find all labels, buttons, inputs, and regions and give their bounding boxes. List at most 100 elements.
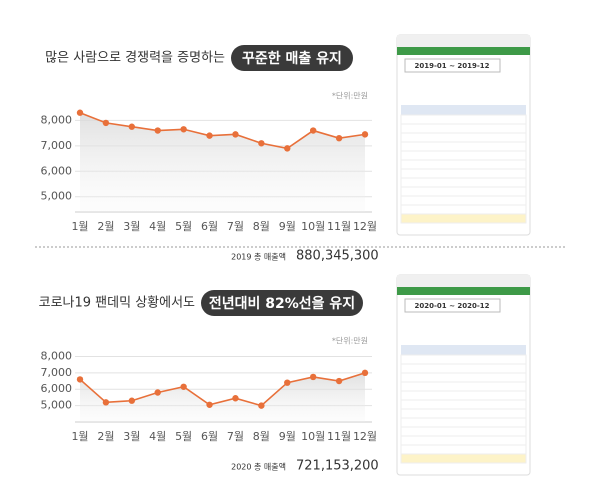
unit-note: *단위:만원 xyxy=(332,336,368,346)
x-tick-label: 11월 xyxy=(327,430,351,443)
point xyxy=(206,401,213,408)
x-tick-label: 6월 xyxy=(201,430,218,443)
total-value: 880,345,300 xyxy=(296,249,379,264)
point xyxy=(335,134,343,142)
total-label: 2019 총 매출액 xyxy=(231,252,286,262)
point xyxy=(154,127,161,134)
point xyxy=(258,402,265,409)
point xyxy=(154,389,161,396)
x-tick-label: 12월 xyxy=(353,220,377,233)
point xyxy=(180,126,187,133)
phone-table-head xyxy=(401,345,526,355)
phone-row xyxy=(400,399,527,410)
point xyxy=(76,376,84,383)
phone-row xyxy=(400,114,527,125)
phone-row xyxy=(400,453,527,464)
x-tick-label: 4월 xyxy=(149,430,166,443)
y-tick-label: 6,000 xyxy=(41,164,73,177)
x-tick-label: 2월 xyxy=(97,430,114,443)
phone-row xyxy=(400,177,527,188)
phone-row xyxy=(400,168,527,179)
x-tick-label: 12월 xyxy=(353,430,377,443)
phone-row xyxy=(400,159,527,170)
y-tick-label: 7,000 xyxy=(41,139,73,152)
phone-period-box xyxy=(404,58,501,73)
x-tick-label: 11월 xyxy=(327,220,351,233)
x-tick-label: 5월 xyxy=(175,430,192,443)
y-tick-label: 8,000 xyxy=(41,349,73,362)
phone-row xyxy=(400,381,527,392)
point xyxy=(284,145,291,152)
badge xyxy=(231,45,353,71)
phone-period: 2019-01 ~ 2019-12 xyxy=(415,62,490,70)
phone-row xyxy=(400,390,527,401)
phone-menu xyxy=(397,287,530,295)
x-tick-label: 7월 xyxy=(227,430,244,443)
y-tick-label: 6,000 xyxy=(41,382,73,395)
point xyxy=(180,383,187,390)
phone-row xyxy=(400,123,527,134)
phone-row xyxy=(400,132,527,143)
phone-table-head xyxy=(401,105,526,115)
point xyxy=(361,131,369,138)
x-tick-label: 3월 xyxy=(123,430,140,443)
x-tick-label: 1월 xyxy=(71,430,88,443)
phone-row xyxy=(400,426,527,437)
point xyxy=(76,109,84,116)
point xyxy=(232,395,239,402)
x-tick-label: 4월 xyxy=(149,220,166,233)
y-tick-label: 5,000 xyxy=(41,190,73,203)
line xyxy=(79,372,366,407)
phone-row xyxy=(400,408,527,419)
point xyxy=(102,119,110,127)
phone-bar xyxy=(397,275,530,287)
x-tick-label: 9월 xyxy=(279,220,296,233)
x-tick-label: 10월 xyxy=(301,430,325,443)
x-tick-label: 1월 xyxy=(71,220,88,233)
headline: 코로나19 팬데믹 상황에서도 xyxy=(39,296,195,311)
headline: 많은 사람으로 경쟁력을 증명하는 xyxy=(45,51,225,66)
area xyxy=(80,112,365,212)
x-tick-label: 7월 xyxy=(227,220,244,233)
phone-row xyxy=(400,150,527,161)
phone-row xyxy=(400,444,527,455)
phone-row xyxy=(400,186,527,197)
badge xyxy=(201,290,363,316)
x-tick-label: 5월 xyxy=(175,220,192,233)
total-value: 721,153,200 xyxy=(296,459,379,474)
point xyxy=(102,399,110,406)
phone-row xyxy=(400,141,527,152)
point xyxy=(258,140,265,147)
phone-row xyxy=(400,363,527,374)
phone-row xyxy=(400,417,527,428)
y-tick-label: 7,000 xyxy=(41,366,73,379)
x-tick-label: 3월 xyxy=(123,220,140,233)
x-tick-label: 10월 xyxy=(301,220,325,233)
total-label: 2020 총 매출액 xyxy=(231,462,286,472)
x-tick-label: 8월 xyxy=(253,220,270,233)
badge-text: 꾸준한 매출 유지 xyxy=(242,50,342,67)
phone-row xyxy=(400,204,527,215)
area xyxy=(80,372,365,422)
point xyxy=(128,123,136,130)
line xyxy=(79,111,366,150)
x-tick-label: 8월 xyxy=(253,430,270,443)
phone-row xyxy=(400,213,527,224)
point xyxy=(284,379,291,386)
point xyxy=(361,369,369,377)
point xyxy=(128,397,136,404)
y-tick-label: 8,000 xyxy=(41,113,73,126)
y-tick-label: 5,000 xyxy=(41,399,73,412)
badge-text: 전년대비 82%선을 유지 xyxy=(209,295,355,312)
point xyxy=(309,373,317,381)
phone-bar xyxy=(397,35,530,47)
point xyxy=(232,131,239,138)
point xyxy=(206,132,213,139)
point xyxy=(309,127,317,134)
phone-period-box xyxy=(404,298,501,313)
phone-row xyxy=(400,354,527,365)
point xyxy=(335,377,343,385)
unit-note: *단위:만원 xyxy=(332,91,368,101)
x-tick-label: 9월 xyxy=(279,430,296,443)
phone-row xyxy=(400,435,527,446)
